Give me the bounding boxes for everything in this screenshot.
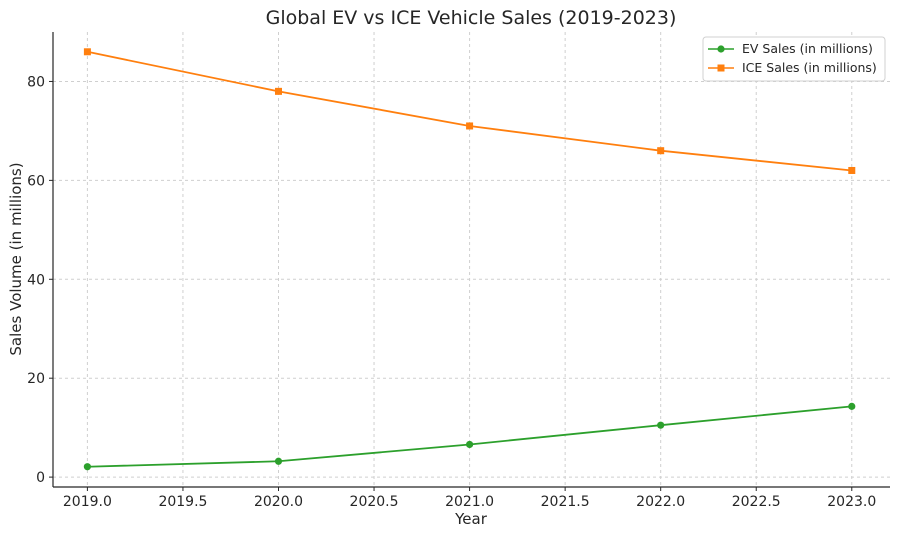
chart-title: Global EV vs ICE Vehicle Sales (2019-202… xyxy=(266,7,677,29)
y-tick-label: 0 xyxy=(36,470,45,486)
data-point-ice xyxy=(466,122,474,130)
series-ice xyxy=(83,48,856,174)
data-point-ice xyxy=(848,166,856,174)
x-tick-label: 2022.0 xyxy=(636,494,685,510)
data-point-ev xyxy=(848,402,856,410)
data-point-ice xyxy=(274,87,282,95)
y-tick-label: 60 xyxy=(27,173,45,189)
data-point-ev xyxy=(657,421,665,429)
x-tick-label: 2019.5 xyxy=(158,494,207,510)
x-tick-label: 2020.5 xyxy=(350,494,399,510)
legend: EV Sales (in millions) ICE Sales (in mil… xyxy=(702,36,886,82)
legend-label-ice: ICE Sales (in millions) xyxy=(742,60,877,75)
x-tick-label: 2023.0 xyxy=(827,494,876,510)
legend-label-ev: EV Sales (in millions) xyxy=(742,41,873,56)
y-axis-label: Sales Volume (in millions) xyxy=(7,162,25,355)
legend-marker-ev xyxy=(717,45,725,53)
data-point-ev xyxy=(83,463,91,471)
legend-marker-ice xyxy=(717,64,725,72)
x-tick-label: 2022.5 xyxy=(732,494,781,510)
y-tick-label: 20 xyxy=(27,371,45,387)
data-point-ice xyxy=(83,48,91,56)
y-tick-label: 80 xyxy=(27,74,45,90)
data-point-ice xyxy=(657,147,665,155)
axes xyxy=(52,32,890,488)
x-axis-label: Year xyxy=(454,510,488,528)
data-point-ev xyxy=(274,457,283,465)
x-tick-label: 2021.0 xyxy=(445,494,494,510)
x-tick-label: 2021.5 xyxy=(541,494,590,510)
grid xyxy=(53,32,890,487)
y-tick-label: 40 xyxy=(27,272,45,288)
series-ev xyxy=(83,402,856,471)
series xyxy=(83,48,856,471)
y-ticks: 0 20 40 60 80 xyxy=(27,74,53,486)
legend-box xyxy=(702,36,886,82)
data-point-ev xyxy=(465,440,474,449)
x-tick-label: 2020.0 xyxy=(254,494,303,510)
x-tick-label: 2019.0 xyxy=(63,494,112,510)
x-ticks: 2019.0 2019.5 2020.0 2020.5 2021.0 2021.5 2022… xyxy=(63,487,876,510)
